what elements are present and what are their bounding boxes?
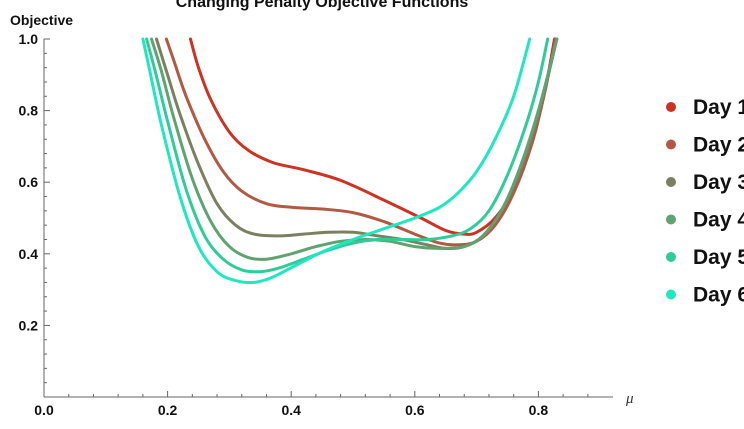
series-line-4 [150, 37, 559, 261]
legend-label: Day 3 [693, 171, 744, 194]
legend-marker [666, 214, 676, 225]
series-line-6 [141, 37, 532, 285]
y-tick-label: 0.8 [19, 103, 39, 119]
series-line-2 [164, 37, 558, 247]
x-tick-label: 0.2 [158, 402, 178, 418]
x-ticks: 0.0 0.2 0.4 0.6 0.8 [34, 391, 589, 418]
series-line-1 [189, 37, 556, 236]
x-tick-label: 0.0 [34, 402, 54, 418]
x-tick-label: 0.6 [405, 402, 425, 418]
y-tick-label: 0.2 [19, 317, 39, 333]
legend-marker [666, 177, 676, 187]
series-lines [141, 37, 559, 285]
x-axis-label: μ [625, 391, 634, 407]
series-line-5 [145, 37, 550, 274]
legend-label: Day 1 [693, 96, 744, 119]
legend-marker [666, 252, 676, 262]
legend-marker [666, 139, 676, 150]
y-ticks: 0.2 0.4 0.6 0.8 1.0 [19, 31, 50, 384]
legend-label: Day 6 [693, 284, 744, 307]
x-tick-label: 0.4 [281, 402, 301, 418]
legend-marker [666, 289, 676, 300]
chart-title: Changing Penalty Objective Functions [176, 0, 469, 11]
y-tick-label: 0.4 [19, 246, 39, 262]
y-axis-label: Objective [10, 12, 73, 28]
x-tick-label: 0.8 [529, 402, 549, 418]
legend: Day 1 Day 2 Day 3 Day 4 Day 5 Day 6 [666, 96, 744, 307]
legend-marker [666, 102, 676, 112]
legend-label: Day 4 [693, 209, 744, 232]
y-tick-label: 0.6 [19, 174, 39, 190]
legend-label: Day 2 [693, 134, 744, 157]
legend-label: Day 5 [693, 246, 744, 269]
y-tick-label: 1.0 [19, 31, 39, 47]
